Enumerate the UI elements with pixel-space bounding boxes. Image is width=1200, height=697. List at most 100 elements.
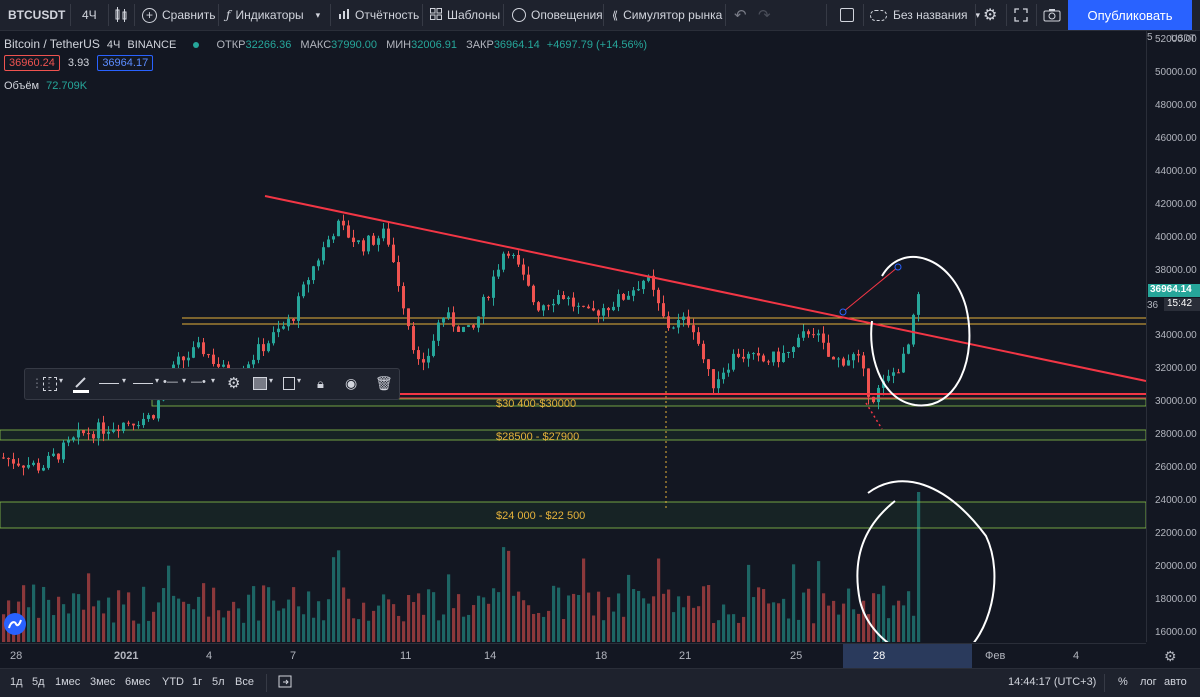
candle-body [582,305,585,307]
candle-body [112,429,115,432]
time-label: 4 [206,650,213,662]
volume-bar [672,612,676,642]
symbol-title[interactable]: Bitcoin / TetherUS [4,37,100,51]
zone1-label: $30 400-$30000 [496,398,577,410]
lock-icon[interactable]: 🔒︎ [317,376,324,391]
volume-bar [637,590,641,642]
candle-body [872,396,875,403]
range-1y[interactable]: 1г [192,676,203,688]
clock-time[interactable]: 14:44:17 (UTC+3) [1008,676,1097,688]
goto-date-icon[interactable] [278,674,292,691]
chart-pane[interactable]: Bitcoin / TetherUS 4Ч BINANCE ОТКР32266.… [0,31,1146,642]
top-toolbar: BTCUSDT 4Ч + Сравнить ƒ Индикаторы ▾ Отч… [0,0,1200,31]
interval-button[interactable]: 4Ч [82,8,97,22]
chevron-down-icon[interactable]: ▾ [269,376,274,385]
auto-toggle[interactable]: авто [1164,676,1187,688]
volume-bar [757,587,761,642]
chevron-down-icon[interactable]: ▾ [155,376,160,385]
volume-bar [477,595,481,642]
time-label: 14 [484,650,497,662]
chevron-down-icon[interactable]: ▾ [182,376,187,385]
redo-icon[interactable]: ↷ [758,7,771,24]
chevron-down-icon: ▾ [315,9,321,20]
percent-toggle[interactable]: % [1118,676,1128,688]
candle-body [597,310,600,316]
camera-icon[interactable] [1043,0,1061,30]
plus-circle-icon: + [142,7,157,23]
axis-settings-gear-icon[interactable]: ⚙ [1164,648,1177,664]
eye-icon[interactable]: ◉ [345,375,358,391]
candle-body [427,355,430,363]
templates-button[interactable]: Шаблоны [430,0,500,30]
range-1m[interactable]: 1мес [55,676,81,688]
volume-bar [202,583,206,642]
range-3m[interactable]: 3мес [90,676,116,688]
candle-body [157,400,160,419]
layout-name-button[interactable]: Без названия ▾ [870,0,980,30]
volume-bar [467,614,471,642]
volume-legend: Объём 72.709K [4,80,87,92]
indicators-button[interactable]: ƒ Индикаторы ▾ [226,0,320,30]
range-ytd[interactable]: YTD [162,676,184,688]
layout-toggle-icon[interactable] [840,0,854,30]
divider [134,4,135,26]
trash-icon[interactable]: 🗑︎ [375,375,393,391]
report-button[interactable]: Отчётность [338,0,419,30]
range-5d[interactable]: 5д [32,676,45,688]
logo-icon[interactable] [4,613,26,635]
chevron-down-icon[interactable]: ▾ [59,376,64,385]
range-5y[interactable]: 5л [212,676,225,688]
close-label: ЗАКР [466,39,494,51]
candle-body [482,296,485,317]
line-style-icon[interactable] [133,383,153,384]
volume-bar [842,603,846,642]
cloud-icon [870,9,887,21]
candle-body [592,308,595,311]
range-all[interactable]: Все [235,676,254,688]
currency-label: USDT [1171,33,1196,43]
volume-bar [737,622,741,642]
volume-bar [312,617,316,642]
range-6m[interactable]: 6мес [125,676,151,688]
log-toggle[interactable]: лог [1140,676,1157,688]
compare-button[interactable]: + Сравнить [142,0,215,30]
publish-button[interactable]: Опубликовать [1068,0,1192,30]
chevron-down-icon[interactable]: ▾ [297,376,302,385]
settings-gear-icon[interactable]: ⚙ [983,7,998,24]
candle-body [192,347,195,358]
template-icon[interactable] [43,377,57,391]
settings-gear-icon[interactable]: ⚙ [227,375,241,392]
volume-bar [372,610,376,642]
line-width-icon[interactable] [99,383,119,384]
line-color-icon[interactable] [73,375,89,393]
volume-bar [882,585,886,642]
volume-bar [387,599,391,642]
alerts-button[interactable]: Оповещения [512,0,603,30]
replay-button[interactable]: ⟪ Симулятор рынка [612,0,722,30]
chart-type-icon[interactable] [114,0,128,30]
clone-icon[interactable] [283,377,295,390]
ask-price[interactable]: 36964.17 [97,55,154,71]
bid-price[interactable]: 36960.24 [4,55,60,71]
candle-body [607,308,610,311]
chevron-down-icon[interactable]: ▾ [211,376,216,385]
last-price-badge: 36964.14 [1148,284,1200,297]
volume-bar [512,595,516,642]
time-axis[interactable]: 28 2021 4 7 11 14 18 21 25 28 Фев 4 ⚙ [0,643,1177,668]
layers-icon[interactable] [253,377,267,390]
divider [863,4,864,26]
line-start-icon[interactable]: •— [163,376,178,388]
range-1d[interactable]: 1д [10,676,23,688]
volume-bar [652,596,656,642]
symbol-search-button[interactable]: BTCUSDT [8,8,66,22]
line-end-icon[interactable]: —• [191,376,206,388]
volume-bar [22,585,26,642]
time-label: 7 [290,650,297,662]
price-axis[interactable]: 5 USDT 52000.00 50000.00 48000.00 46000.00 4… [1146,31,1200,642]
fullscreen-icon[interactable] [1014,0,1028,30]
undo-icon[interactable]: ↶ [734,7,747,24]
candle-body [667,316,670,329]
chevron-down-icon[interactable]: ▾ [122,376,127,385]
candle-body [697,332,700,344]
volume-bar [482,597,486,642]
